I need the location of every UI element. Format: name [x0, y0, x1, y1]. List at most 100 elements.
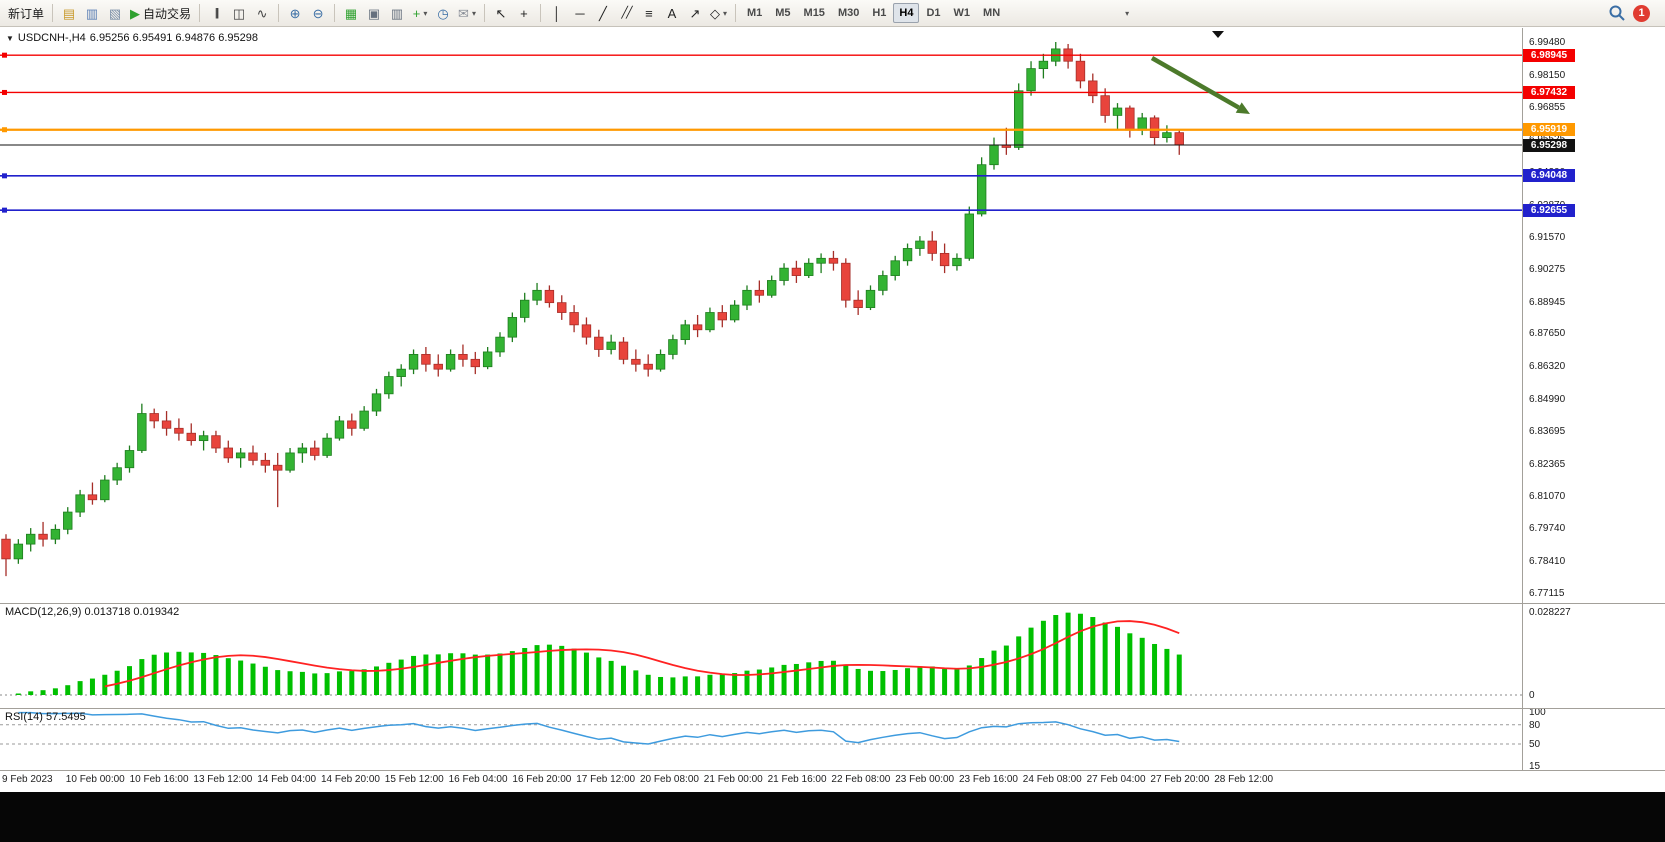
toolbar-candlestick-chart-type-button[interactable]: ◫	[228, 2, 250, 24]
market-watch-icon: ▥	[85, 5, 99, 21]
time-label: 13 Feb 12:00	[193, 774, 253, 785]
toolbar-market-watch-button[interactable]: ▥	[81, 2, 103, 24]
macd-histogram	[15, 612, 1182, 695]
timeframe-W1[interactable]: W1	[953, 7, 971, 19]
time-label: 21 Feb 00:00	[703, 774, 763, 785]
toolbar-text-tool-button[interactable]: A	[661, 2, 683, 24]
toolbar-zoom-out-button[interactable]: ⊖	[307, 2, 329, 24]
toolbar-channel-tool-button[interactable]: ╱╱	[615, 2, 637, 24]
toolbar-separator	[483, 4, 485, 22]
time-label: 23 Feb 00:00	[895, 774, 955, 785]
new-order-label: 新订单	[8, 6, 45, 21]
toolbar-separator	[334, 4, 336, 22]
timeframe-MN[interactable]: MN	[983, 7, 1001, 19]
arrows-tool-icon: ↗	[689, 5, 701, 21]
trend-arrow-head	[1235, 102, 1250, 114]
timeframe-M1[interactable]: M1	[746, 7, 763, 19]
toolbar-arrange-windows-button[interactable]: ▥	[386, 2, 408, 24]
price-tick: 6.82365	[1529, 458, 1566, 470]
toolbar-auto-trading-button[interactable]: ▶ 自动交易	[127, 2, 194, 24]
macd-label: MACD(12,26,9) 0.013718 0.019342	[5, 606, 180, 618]
toolbar-vertical-line-tool-button[interactable]: │	[546, 2, 568, 24]
toolbar-tile-windows-button[interactable]: ▦	[340, 2, 362, 24]
chart-menu-icon[interactable]: ▼	[6, 33, 14, 43]
rsi-pane[interactable]	[0, 708, 1522, 770]
time-label: 15 Feb 12:00	[384, 774, 444, 785]
trend-arrow[interactable]	[1150, 56, 1240, 110]
toolbar-cursor-button[interactable]: ↖	[490, 2, 512, 24]
chart-area: ▼ USDCNH-,H4 6.95256 6.95491 6.94876 6.9…	[0, 28, 1665, 842]
candlestick-chart-type-icon: ◫	[232, 5, 246, 21]
toolbar-horizontal-line-tool-button[interactable]: ─	[569, 2, 591, 24]
macd-max-tick: 0.028227	[1529, 607, 1571, 618]
candlesticks	[1, 42, 1184, 577]
price-tick: 6.90275	[1529, 263, 1566, 275]
toolbar-separator	[539, 4, 541, 22]
shapes-tool-dropdown-icon[interactable]: ▾	[722, 8, 727, 18]
mailbox-icon: ✉	[458, 5, 469, 21]
timeframe-D1[interactable]: D1	[926, 7, 941, 19]
time-axis[interactable]: 9 Feb 2023 10 Feb 00:00 10 Feb 16:00 13 Feb…	[0, 770, 1665, 790]
mailbox-dropdown-icon[interactable]: ▾	[471, 8, 476, 18]
scroll-to-end-marker[interactable]	[1212, 31, 1224, 38]
toolbar-overflow-icon[interactable]: ▾	[1125, 8, 1130, 18]
level-anchor[interactable]	[2, 52, 7, 58]
timeframe-M5[interactable]: M5	[775, 7, 791, 19]
level-anchor[interactable]	[2, 127, 7, 133]
time-label: 27 Feb 20:00	[1150, 774, 1210, 785]
price-badge-6.97432: 6.97432	[1523, 85, 1575, 99]
price-tick: 6.86320	[1529, 361, 1566, 373]
time-label: 22 Feb 08:00	[831, 774, 891, 785]
toolbar-zoom-in-button[interactable]: ⊕	[284, 2, 306, 24]
toolbar-shapes-tool-button[interactable]: ◇ ▾	[707, 2, 730, 24]
timeframe-M30[interactable]: M30	[837, 7, 860, 19]
time-label: 21 Feb 16:00	[767, 774, 827, 785]
timeframe-H1[interactable]: H1	[872, 7, 887, 19]
price-badge-6.92655: 6.92655	[1523, 203, 1575, 217]
rsi-tick-80: 80	[1529, 719, 1541, 731]
pane-separator[interactable]	[0, 708, 1665, 709]
price-axis-divider	[1522, 28, 1523, 770]
toolbar-new-chart-button[interactable]: + ▾	[409, 2, 431, 24]
toolbar-fibonacci-tool-button[interactable]: ≡	[638, 2, 660, 24]
level-anchor[interactable]	[2, 207, 7, 213]
toolbar-crosshair-button[interactable]: +	[513, 2, 535, 24]
notification-badge[interactable]: 1	[1633, 4, 1650, 22]
history-center-icon: ◷	[437, 5, 449, 21]
toolbar-arrows-tool-button[interactable]: ↗	[684, 2, 706, 24]
toolbar-new-order-button[interactable]: 新订单	[5, 2, 47, 24]
toolbar-history-center-button[interactable]: ◷	[432, 2, 454, 24]
level-anchor[interactable]	[2, 173, 7, 179]
toolbar-line-chart-type-button[interactable]: ∿	[251, 2, 273, 24]
toolbar-trendline-tool-button[interactable]: ╱	[592, 2, 614, 24]
toolbar-charts-button[interactable]: ▤	[58, 2, 80, 24]
time-label: 27 Feb 04:00	[1086, 774, 1146, 785]
toolbar-navigator-button[interactable]: ▧	[104, 2, 126, 24]
toolbar-separator	[199, 4, 201, 22]
price-tick: 6.98150	[1529, 69, 1566, 81]
timeframe-M15[interactable]: M15	[803, 7, 825, 19]
macd-pane[interactable]	[0, 603, 1522, 708]
horizontal-line-tool-icon: ─	[575, 5, 585, 21]
tile-windows-icon: ▦	[344, 5, 358, 21]
rsi-label: RSI(14) 57.5495	[5, 711, 86, 723]
pane-separator[interactable]	[0, 603, 1665, 604]
time-label: 10 Feb 16:00	[129, 774, 189, 785]
price-tick: 6.83695	[1529, 425, 1566, 437]
time-label: 14 Feb 20:00	[321, 774, 380, 785]
toolbar-bar-chart-type-button[interactable]: |||	[205, 2, 227, 24]
macd-signal-line	[104, 620, 1180, 688]
chart-symbol-header: ▼ USDCNH-,H4 6.95256 6.95491 6.94876 6.9…	[6, 32, 258, 44]
time-label: 14 Feb 04:00	[257, 774, 317, 785]
auto-trading-label: 自动交易	[143, 6, 192, 21]
bar-chart-type-icon: |||	[214, 6, 219, 19]
timeframe-H4[interactable]: H4	[893, 3, 920, 23]
price-badge-6.94048: 6.94048	[1523, 169, 1575, 183]
level-anchor[interactable]	[2, 89, 7, 95]
new-chart-dropdown-icon[interactable]: ▾	[423, 8, 428, 18]
toolbar-mailbox-button[interactable]: ✉ ▾	[455, 2, 479, 24]
zoom-out-icon: ⊖	[312, 5, 324, 21]
toolbar-cascade-windows-button[interactable]: ▣	[363, 2, 385, 24]
price-chart-pane[interactable]	[0, 28, 1522, 603]
search-icon[interactable]	[1608, 4, 1626, 22]
